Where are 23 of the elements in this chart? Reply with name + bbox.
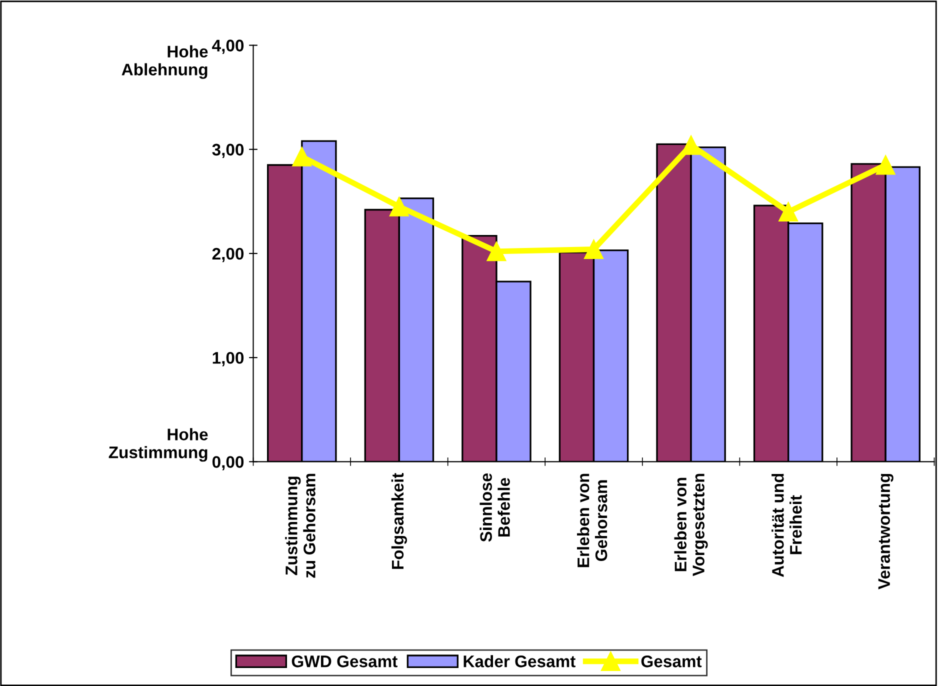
x-tick-label: Erleben von Vorgesetzten	[674, 474, 708, 576]
y-tick-label: 3,00	[212, 144, 244, 158]
y-tick-label: 0,00	[212, 456, 244, 470]
point	[778, 202, 798, 222]
legend-label: Gesamt	[641, 656, 702, 668]
point	[584, 240, 604, 260]
legend-label: GWD Gesamt	[292, 656, 398, 668]
point	[876, 155, 896, 175]
text: Hohe Zustimmung	[108, 428, 208, 462]
text: Hohe Ablehnung	[122, 45, 208, 79]
x-tick-label: Autorität und Freiheit	[772, 474, 802, 577]
x-tick-label: Sinnlose Befehle	[480, 473, 510, 542]
x-tick-label: Folgsamkeit	[391, 472, 407, 569]
point	[486, 242, 506, 262]
x-tick-label: Zustimmung zu Gehorsam	[285, 474, 316, 578]
y-tick-label: 1,00	[212, 352, 244, 366]
point	[389, 196, 409, 216]
y-tick-label: 4,00	[212, 40, 244, 54]
legend-label: Kader Gesamt	[464, 655, 576, 668]
x-tick-label: Erleben von Gehorsam	[577, 474, 608, 568]
point	[292, 146, 312, 166]
y-tick-label: 2,00	[212, 248, 244, 262]
x-tick-label: Verantwortung	[878, 474, 894, 590]
